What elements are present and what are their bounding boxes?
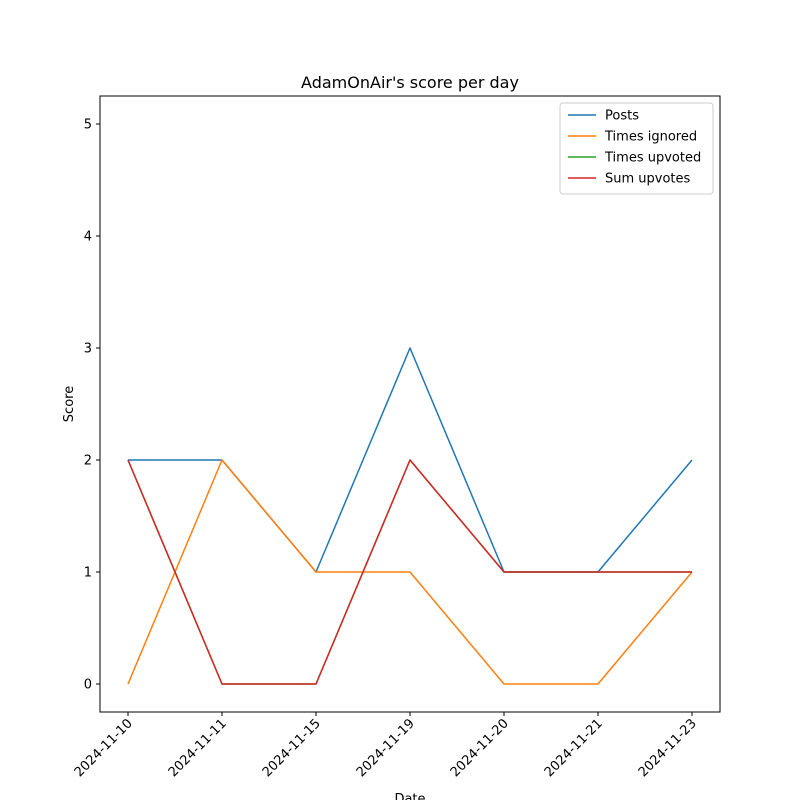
y-tick-label: 2: [84, 454, 92, 469]
y-axis-label: Score: [62, 386, 77, 422]
y-tick-label: 3: [84, 342, 92, 357]
plot-area: [127, 347, 693, 685]
series-line-1: [127, 459, 693, 685]
x-tick-label: 2024-11-11: [166, 716, 230, 780]
legend-label-1: Times ignored: [604, 130, 697, 145]
x-tick-label: 2024-11-20: [448, 716, 512, 780]
x-tick-label: 2024-11-10: [72, 716, 136, 780]
x-tick-label: 2024-11-15: [260, 716, 324, 780]
y-tick-label: 4: [84, 230, 92, 245]
x-tick-label: 2024-11-23: [636, 716, 700, 780]
x-tick-label: 2024-11-21: [542, 716, 606, 780]
legend-label-3: Sum upvotes: [605, 172, 691, 187]
y-tick-label: 1: [84, 566, 92, 581]
legend: Posts Times ignored Times upvoted Sum upvot…: [559, 102, 714, 195]
y-tick-label: 5: [84, 118, 92, 133]
axes: 0 1 2 3 4 5 2024-11-10 2024-11-11 2024-11-15 2024…: [72, 95, 721, 780]
legend-label-2: Times upvoted: [604, 151, 701, 166]
series-line-3: [127, 459, 692, 685]
x-tick-label: 2024-11-19: [354, 716, 418, 780]
legend-frame: [559, 102, 714, 195]
legend-label-0: Posts: [605, 109, 639, 124]
y-tick-label: 0: [84, 678, 92, 693]
chart-title: AdamOnAir's score per day: [301, 73, 519, 92]
x-axis-label: Date: [394, 792, 425, 800]
